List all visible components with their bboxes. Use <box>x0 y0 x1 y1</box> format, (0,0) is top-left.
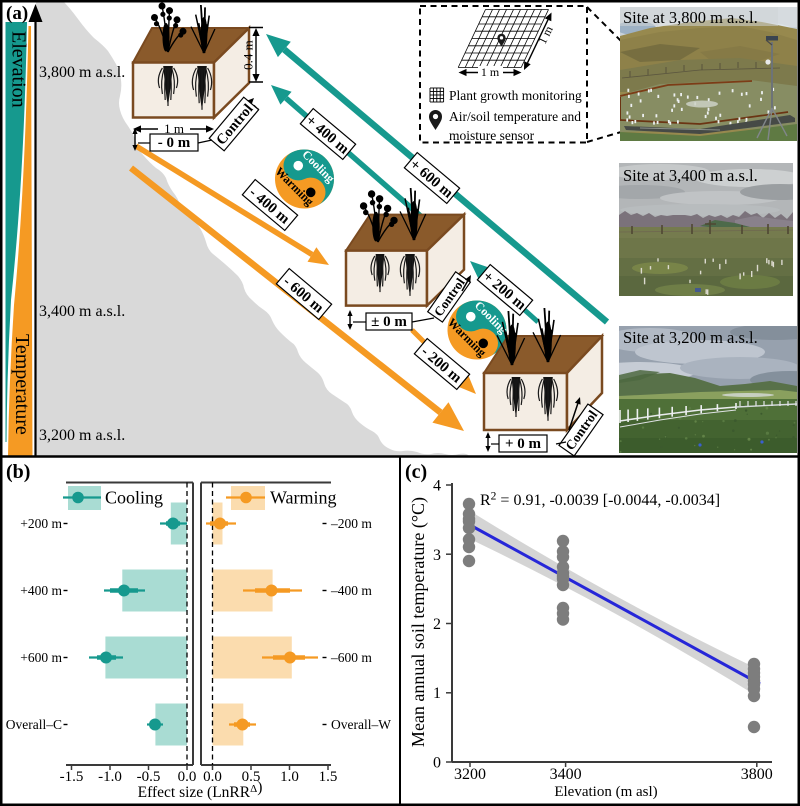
svg-text:Air/soil temperature and: Air/soil temperature and <box>449 109 581 124</box>
svg-text:Warming: Warming <box>270 488 337 508</box>
svg-text:Site at 3,400 m a.s.l.: Site at 3,400 m a.s.l. <box>623 166 758 185</box>
svg-text:-1.0: -1.0 <box>98 769 122 785</box>
svg-text:3,200 m a.s.l.: 3,200 m a.s.l. <box>39 427 125 444</box>
svg-text:Temperature: Temperature <box>11 334 33 435</box>
svg-text:0: 0 <box>433 755 441 772</box>
svg-text:R2 = 0.91, -0.0039 [-0.0044,: R2 = 0.91, -0.0039 [-0.0044, -0.0034] <box>480 491 720 510</box>
svg-text:0.0: 0.0 <box>178 769 197 785</box>
svg-text:1: 1 <box>433 685 441 702</box>
svg-text:Plant growth monitoring: Plant growth monitoring <box>449 88 582 103</box>
svg-text:Mean annual soil temperature (: Mean annual soil temperature (°C) <box>408 497 429 747</box>
svg-text:Overall–C: Overall–C <box>6 717 62 732</box>
svg-text:3200: 3200 <box>454 766 486 783</box>
svg-text:3,400 m a.s.l.: 3,400 m a.s.l. <box>39 303 125 320</box>
svg-text:3,800 m a.s.l.: 3,800 m a.s.l. <box>39 64 125 81</box>
svg-text:1.0: 1.0 <box>280 769 299 785</box>
svg-text:–400 m: –400 m <box>330 583 372 598</box>
svg-text:1 m: 1 m <box>164 121 184 136</box>
svg-text:-1.5: -1.5 <box>60 769 84 785</box>
svg-text:(b): (b) <box>6 461 30 483</box>
svg-text:± 0 m: ± 0 m <box>371 314 407 330</box>
svg-text:+400 m: +400 m <box>20 583 62 598</box>
svg-text:0.4 m: 0.4 m <box>241 40 256 70</box>
svg-text:-0.5: -0.5 <box>137 769 161 785</box>
svg-text:Site at 3,800 m a.s.l.: Site at 3,800 m a.s.l. <box>623 8 758 27</box>
svg-text:–600 m: –600 m <box>330 650 372 665</box>
svg-text:3800: 3800 <box>741 766 773 783</box>
svg-text:1.5: 1.5 <box>319 769 338 785</box>
svg-text:3: 3 <box>433 547 441 564</box>
svg-text:- 0 m: - 0 m <box>158 135 191 151</box>
svg-text:Effect size (LnRRΔ): Effect size (LnRRΔ) <box>138 779 263 801</box>
svg-text:Overall–W: Overall–W <box>331 717 391 732</box>
svg-text:4: 4 <box>433 478 441 495</box>
svg-text:Elevation: Elevation <box>8 31 30 108</box>
svg-text:Cooling: Cooling <box>105 488 163 508</box>
svg-text:Elevation (m asl): Elevation (m asl) <box>554 784 657 800</box>
svg-text:(c): (c) <box>405 461 427 483</box>
svg-text:+200 m: +200 m <box>20 516 62 531</box>
svg-text:(a): (a) <box>6 3 28 24</box>
svg-text:Site at 3,200 m a.s.l.: Site at 3,200 m a.s.l. <box>623 328 758 347</box>
svg-text:+ 0 m: + 0 m <box>505 436 542 452</box>
svg-text:–200 m: –200 m <box>330 516 372 531</box>
svg-text:+600 m: +600 m <box>20 650 62 665</box>
svg-text:2: 2 <box>433 616 441 633</box>
svg-text:1 m: 1 m <box>481 65 500 79</box>
svg-text:3400: 3400 <box>550 766 582 783</box>
svg-text:moisture sensor: moisture sensor <box>449 128 535 143</box>
svg-text:0.0: 0.0 <box>203 769 222 785</box>
svg-text:0.5: 0.5 <box>242 769 261 785</box>
